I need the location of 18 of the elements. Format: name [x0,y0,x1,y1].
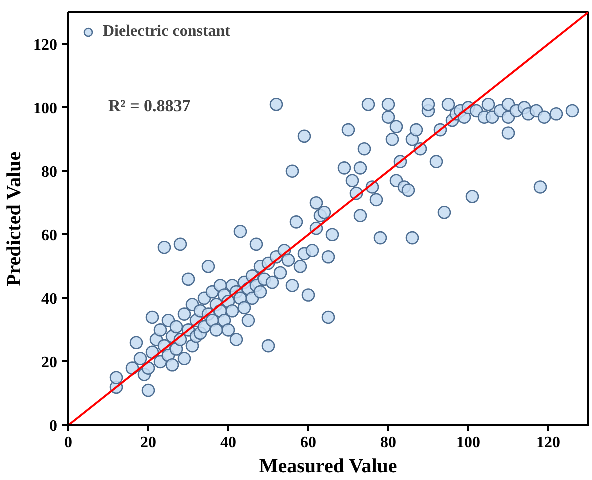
y-tick-label: 100 [34,100,58,118]
annotation: R² = 0.8837 [108,96,192,116]
x-tick-label: 60 [300,434,316,452]
y-axis-title: Predicted Value [4,152,26,286]
x-tick-label: 40 [220,434,236,452]
x-tick-label: 120 [536,434,560,452]
y-tick-label: 80 [42,164,58,181]
x-tick-label: 20 [140,434,156,452]
x-tick-label: 100 [456,434,480,452]
x-tick-label: 80 [380,434,396,452]
x-axis-title: Measured Value [259,456,398,478]
y-tick-label: 40 [42,290,58,308]
legend-label: Dielectric constant [103,23,231,41]
x-tick-label: 0 [64,434,72,452]
y-tick-label: 120 [34,36,58,54]
y-tick-label: 0 [50,418,58,435]
y-tick-label: 60 [42,227,58,244]
y-tick-label: 20 [42,354,58,372]
